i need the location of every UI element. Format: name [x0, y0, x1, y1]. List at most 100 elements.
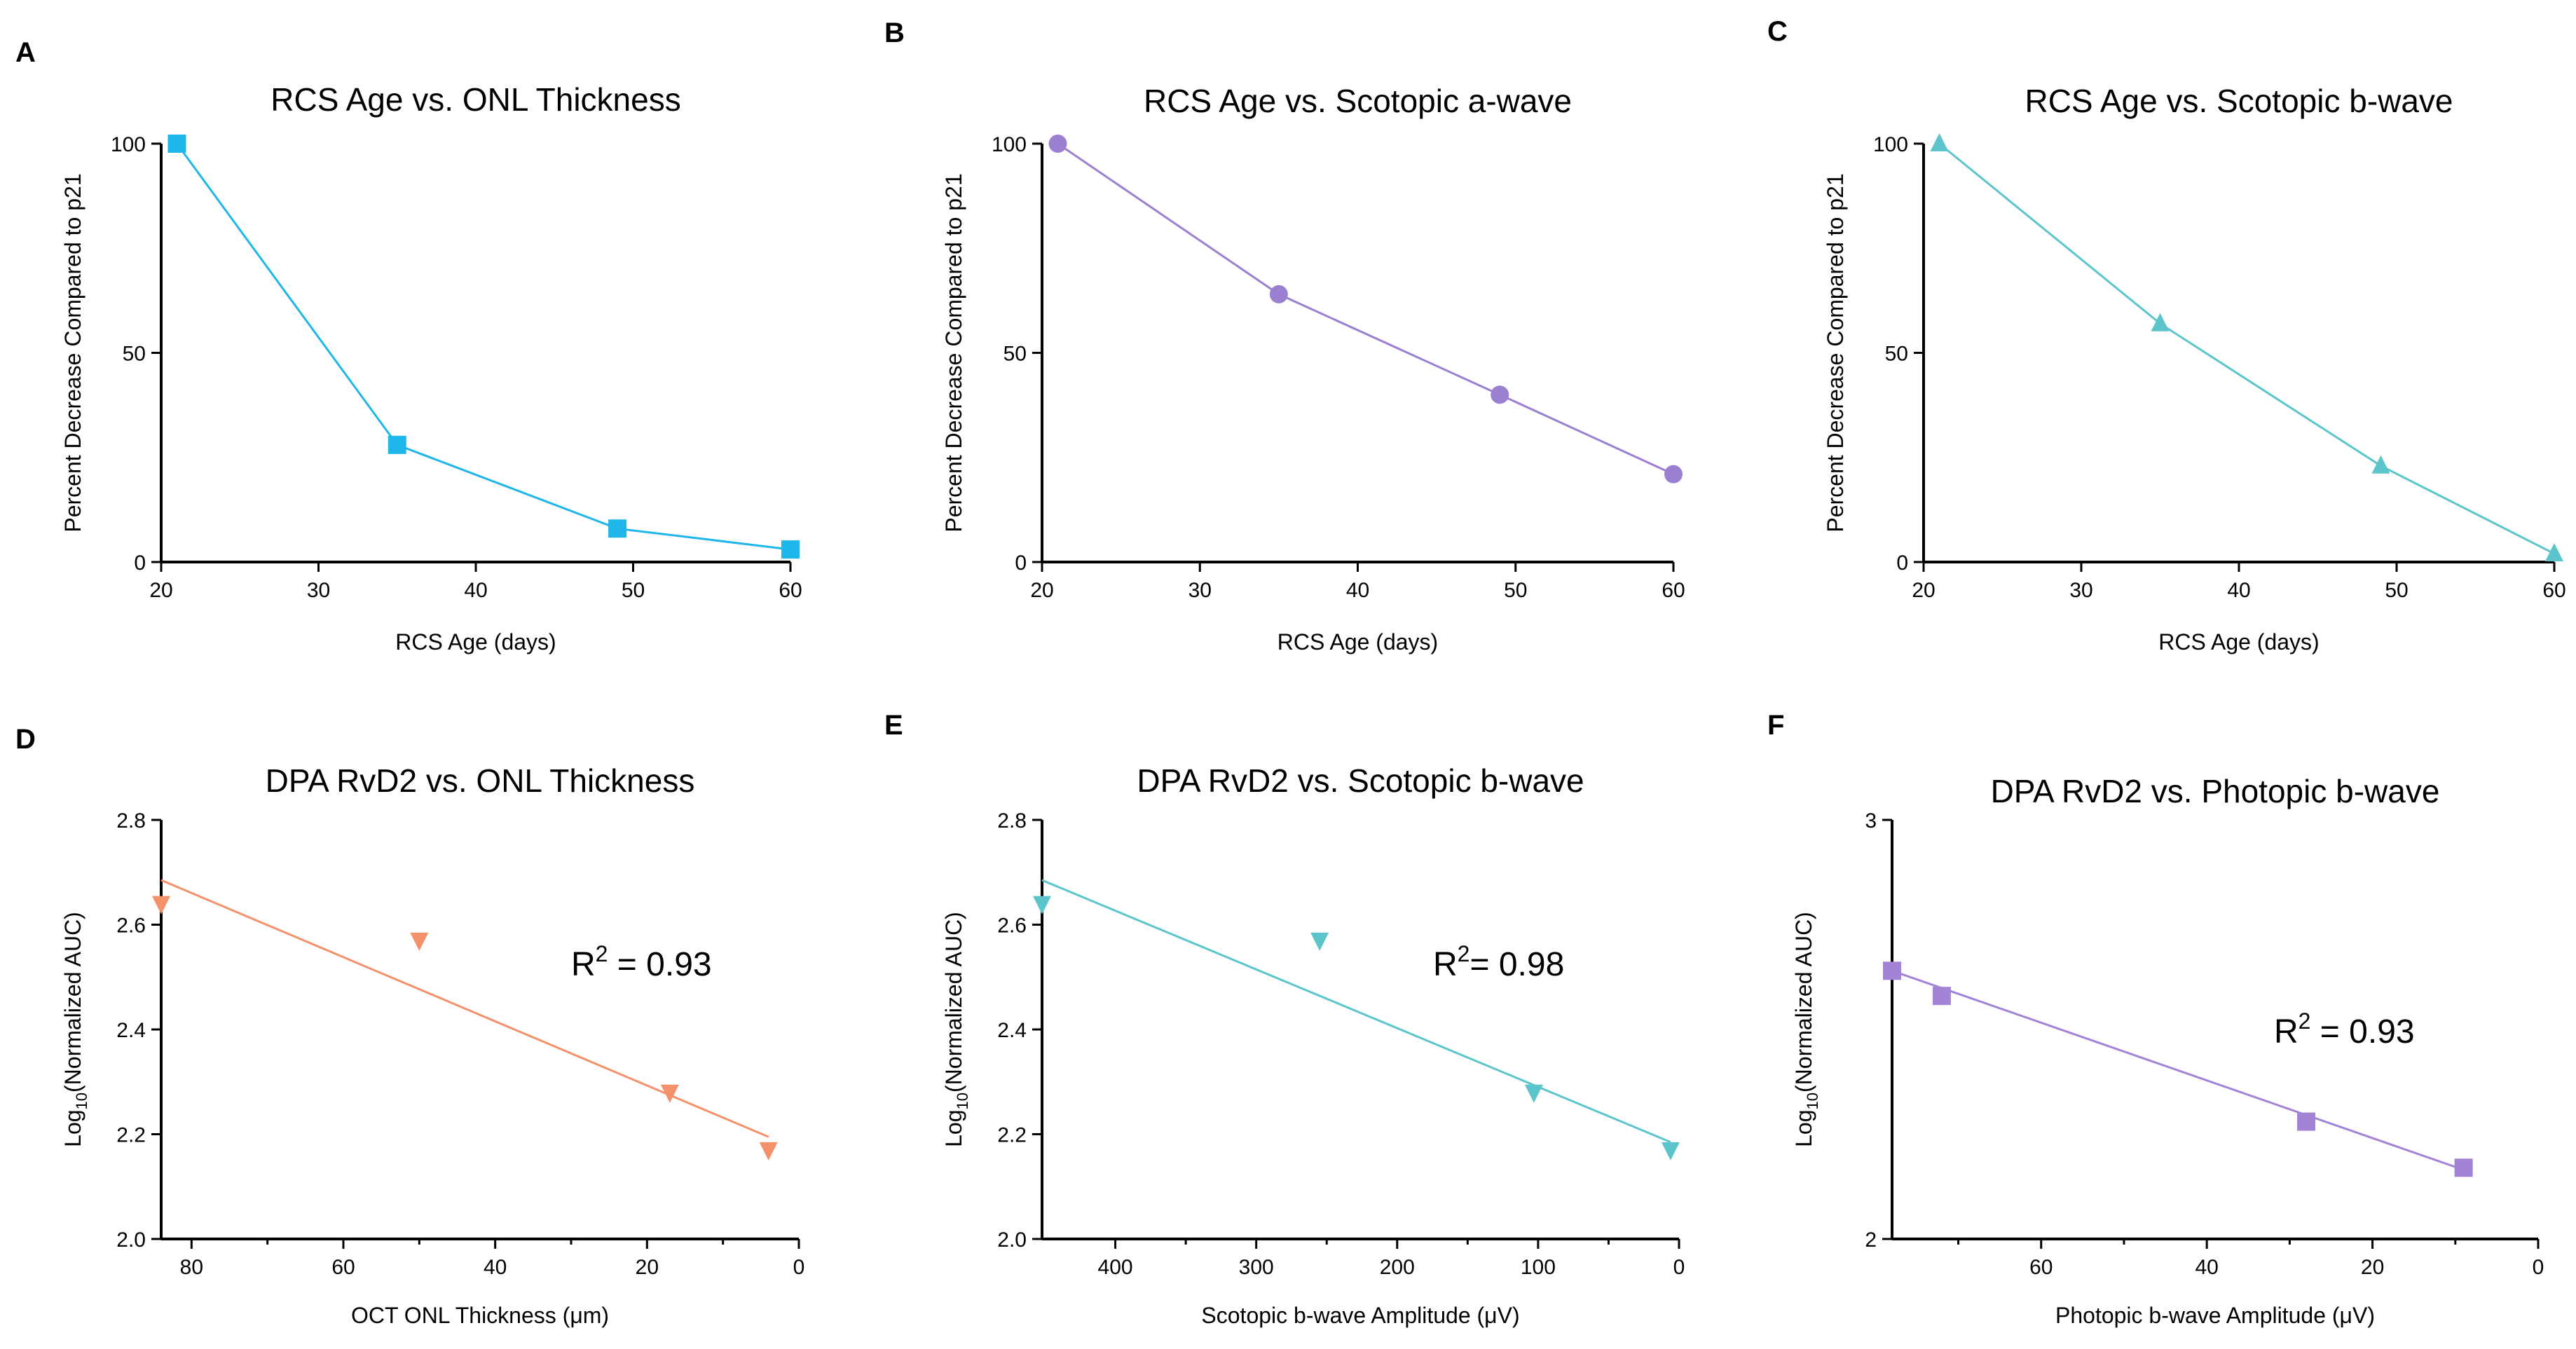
y-tick-label-c-2: 100: [1873, 133, 1908, 156]
x-tick-label-b-4: 60: [1662, 579, 1685, 602]
y-tick-label-b-0: 0: [1015, 552, 1027, 575]
y-axis-label-a: Percent Decrease Compared to p21: [60, 173, 85, 532]
data-a-point-3: [781, 540, 800, 559]
x-tick-label-c-0: 20: [1912, 579, 1935, 602]
panel-letter-c: C: [1767, 16, 1788, 47]
x-axis-label-b: RCS Age (days): [1277, 629, 1438, 655]
x-tick-label-a-1: 30: [307, 579, 330, 602]
r-squared-sup-e: 2: [1458, 941, 1470, 966]
x-tick-label-c-3: 50: [2385, 579, 2408, 602]
data-e-point-1: [1310, 932, 1329, 951]
data-c-point-1: [2151, 313, 2170, 331]
chart-title-b: RCS Age vs. Scotopic a-wave: [1144, 83, 1572, 119]
y-axis-label-main-f: Log: [1791, 1109, 1816, 1146]
r-squared-value-e: = 0.98: [1469, 946, 1564, 983]
series-line-b: [1057, 142, 1674, 475]
y-tick-label-d-1: 2.2: [116, 1124, 146, 1147]
data-d-point-2: [660, 1084, 679, 1103]
x-tick-label-d-0: 80: [180, 1256, 203, 1279]
chart-title-a: RCS Age vs. ONL Thickness: [270, 81, 680, 118]
series-line-c: [1938, 142, 2555, 555]
y-tick-label-e-4: 2.8: [997, 809, 1027, 833]
data-c-point-0: [1930, 133, 1949, 151]
x-tick-label-c-4: 60: [2542, 579, 2565, 602]
panel-d: D DPA RvD2 vs. ONL Thickness 80 60 40 20 0 2.0 2…: [15, 724, 804, 1328]
x-tick-label-d-2: 40: [484, 1256, 507, 1279]
y-axis-label-sub-e: 10: [954, 1093, 971, 1109]
y-axis-label-c: Percent Decrease Compared to p21: [1823, 173, 1848, 532]
x-tick-label-e-3: 100: [1521, 1256, 1556, 1279]
chart-title-c: RCS Age vs. Scotopic b-wave: [2025, 83, 2453, 119]
panel-b: B RCS Age vs. Scotopic a-wave 20 30 40 50 60 0 5…: [884, 18, 1685, 655]
x-axis-label-e: Scotopic b-wave Amplitude (μV): [1201, 1303, 1519, 1328]
panel-letter-f: F: [1767, 710, 1784, 741]
r-squared-annotation-d: R2 = 0.93: [571, 941, 712, 983]
data-b-point-0: [1048, 135, 1067, 153]
x-axis-label-a: RCS Age (days): [395, 629, 556, 655]
chart-title-e: DPA RvD2 vs. Scotopic b-wave: [1137, 762, 1584, 799]
y-axis-label-main-e: Log: [941, 1109, 966, 1146]
y-tick-label-a-1: 50: [123, 343, 146, 366]
y-axis-label-b: Percent Decrease Compared to p21: [941, 173, 966, 532]
y-axis-label-d: Log10(Normalized AUC): [60, 912, 90, 1147]
x-tick-label-f-1: 40: [2195, 1256, 2218, 1279]
y-axis-label-rest-e: (Normalized AUC): [941, 912, 966, 1093]
x-tick-label-d-1: 60: [331, 1256, 355, 1279]
data-b-point-1: [1269, 285, 1288, 303]
r-squared-annotation-e: R2= 0.98: [1433, 941, 1564, 983]
panel-letter-b: B: [884, 18, 905, 48]
x-tick-label-f-2: 20: [2361, 1256, 2384, 1279]
data-f-point-3: [2454, 1158, 2473, 1177]
fit-line-f: [1891, 969, 2465, 1171]
y-tick-label-b-2: 100: [992, 133, 1027, 156]
y-axis-label-sub-d: 10: [73, 1093, 90, 1109]
panel-a: A RCS Age vs. ONL Thickness 20 30 40 50 60 0 50 1…: [15, 37, 802, 655]
r-squared-sup-f: 2: [2298, 1008, 2311, 1034]
x-axis-label-c: RCS Age (days): [2158, 629, 2319, 655]
panel-letter-e: E: [884, 710, 903, 741]
y-tick-label-d-3: 2.6: [116, 915, 146, 938]
x-axis-label-f: Photopic b-wave Amplitude (μV): [2055, 1303, 2375, 1328]
x-tick-label-b-0: 20: [1030, 579, 1053, 602]
y-tick-label-e-1: 2.2: [997, 1124, 1027, 1147]
x-tick-label-f-0: 60: [2029, 1256, 2053, 1279]
x-tick-label-c-2: 40: [2227, 579, 2250, 602]
x-tick-label-b-1: 30: [1188, 579, 1212, 602]
y-axis-label-main-d: Log: [60, 1109, 85, 1146]
fit-line-e: [1041, 879, 1671, 1144]
panel-letter-d: D: [15, 724, 36, 755]
r-squared-main-f: R: [2274, 1013, 2298, 1050]
y-tick-label-c-1: 50: [1885, 343, 1908, 366]
x-tick-label-a-4: 60: [779, 579, 802, 602]
data-f-point-1: [1932, 987, 1951, 1006]
panel-f: F DPA RvD2 vs. Photopic b-wave 60 40 20 0 2 3 Ph…: [1767, 710, 2544, 1328]
x-tick-label-d-3: 20: [636, 1256, 659, 1279]
x-tick-label-b-2: 40: [1346, 579, 1369, 602]
data-e-point-0: [1033, 896, 1051, 915]
y-axis-label-f: Log10(Normalized AUC): [1791, 912, 1821, 1147]
x-tick-label-f-3: 0: [2533, 1256, 2544, 1279]
y-tick-label-e-2: 2.4: [997, 1019, 1027, 1042]
x-tick-label-e-1: 300: [1239, 1256, 1274, 1279]
panel-e: E DPA RvD2 vs. Scotopic b-wave 400 300 200 10…: [884, 710, 1685, 1328]
data-f-point-2: [2297, 1112, 2316, 1131]
x-tick-label-a-2: 40: [464, 579, 487, 602]
y-tick-label-d-0: 2.0: [116, 1228, 146, 1252]
y-axis-label-rest-f: (Normalized AUC): [1791, 912, 1816, 1093]
y-axis-label-sub-f: 10: [1804, 1093, 1821, 1109]
x-tick-label-a-3: 50: [622, 579, 645, 602]
y-tick-label-f-0: 2: [1865, 1228, 1877, 1252]
y-tick-label-b-1: 50: [1003, 343, 1027, 366]
series-line-a: [176, 143, 791, 551]
r-squared-main-d: R: [571, 946, 596, 983]
r-squared-value-f: = 0.93: [2310, 1013, 2414, 1050]
data-a-point-1: [388, 435, 406, 454]
data-c-point-2: [2371, 455, 2390, 474]
data-b-point-3: [1664, 465, 1683, 484]
r-squared-main-e: R: [1433, 946, 1458, 983]
y-tick-label-e-3: 2.6: [997, 915, 1027, 938]
panel-letter-a: A: [15, 37, 36, 68]
chart-title-d: DPA RvD2 vs. ONL Thickness: [266, 762, 695, 799]
y-tick-label-c-0: 0: [1896, 552, 1908, 575]
